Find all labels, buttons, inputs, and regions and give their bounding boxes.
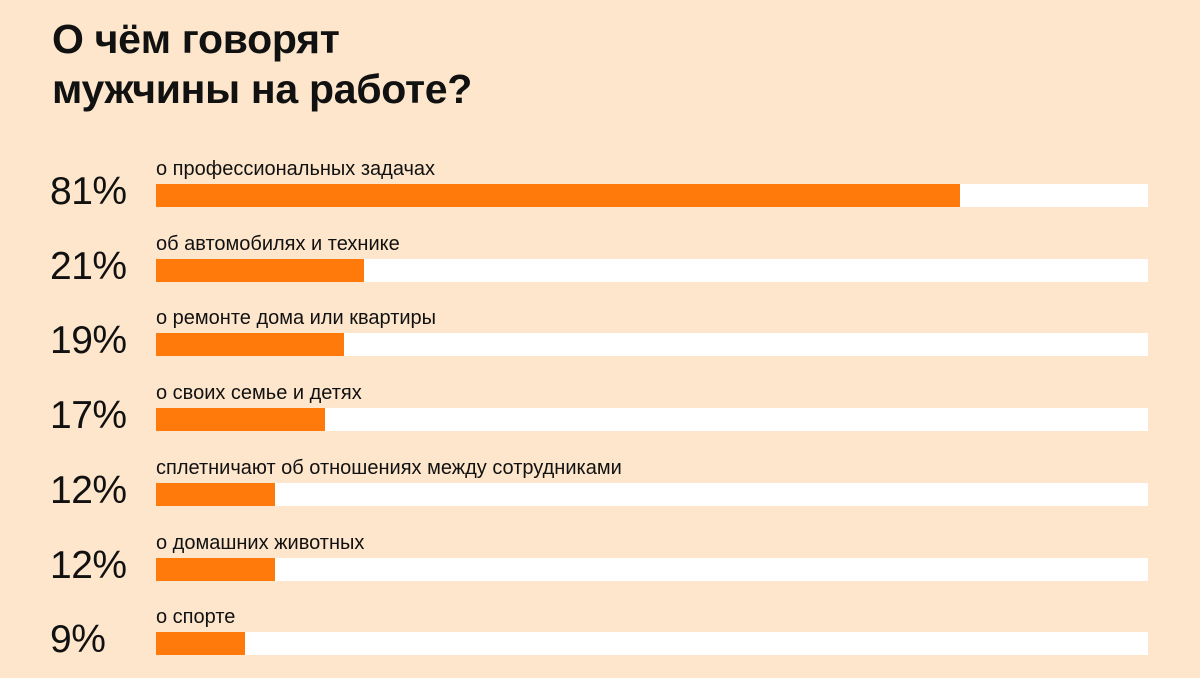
- bar-value-label: 19%: [50, 319, 127, 363]
- chart-title-line-2: мужчины на работе?: [52, 66, 472, 112]
- bar: [156, 333, 345, 357]
- bar-category-label: о спорте: [156, 606, 236, 629]
- bar: [156, 184, 960, 207]
- bar-value-label: 21%: [50, 244, 127, 288]
- bar: [156, 408, 325, 432]
- chart-title: О чём говорят мужчины на работе?: [52, 14, 472, 114]
- bar-row: 21% об автомобилях и технике: [0, 232, 1200, 305]
- bar-track: [156, 557, 1148, 581]
- bar: [156, 632, 246, 656]
- bar-category-label: сплетничают об отношениях между сотрудни…: [156, 456, 622, 479]
- bar-category-label: о ремонте дома или квартиры: [156, 307, 437, 330]
- bar: [156, 482, 276, 506]
- bar-value-label: 17%: [50, 394, 127, 438]
- bar-row: 19% о ремонте дома или квартиры: [0, 307, 1200, 379]
- bar-category-label: о домашних животных: [156, 531, 365, 554]
- chart-title-line-1: О чём говорят: [52, 16, 340, 62]
- bar-category-label: о своих семье и детях: [156, 382, 362, 405]
- bar-track: [156, 184, 1148, 207]
- bar-track: [156, 333, 1148, 357]
- bar-row: 9% о спорте: [0, 606, 1200, 678]
- bar-row: 17% о своих семье и детях: [0, 382, 1200, 454]
- bar-track: [156, 632, 1148, 656]
- bar: [156, 557, 276, 581]
- bar-category-label: о профессиональных задачах: [156, 158, 436, 180]
- bar-value-label: 81%: [50, 170, 127, 213]
- bar-track: [156, 482, 1148, 506]
- bar-value-label: 9%: [50, 618, 106, 662]
- bar: [156, 258, 365, 282]
- bar-category-label: об автомобилях и технике: [156, 232, 400, 255]
- bar-row: 12% сплетничают об отношениях между сотру…: [0, 456, 1200, 529]
- bar-track: [156, 258, 1148, 282]
- bar-row: 81% о профессиональных задачах: [0, 158, 1200, 230]
- bar-track: [156, 408, 1148, 432]
- bar-row: 12% о домашних животных: [0, 531, 1200, 604]
- bar-value-label: 12%: [50, 543, 127, 587]
- bar-value-label: 12%: [50, 468, 127, 512]
